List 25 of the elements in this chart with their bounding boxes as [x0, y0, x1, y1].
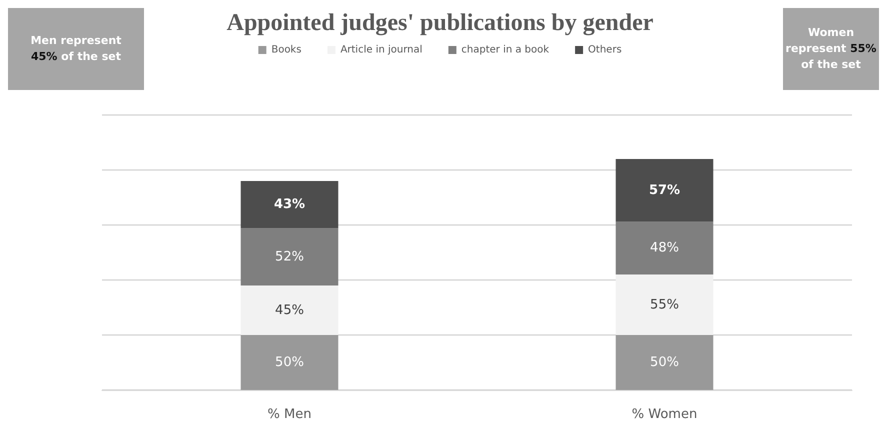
bar — [240, 286, 338, 335]
bar — [616, 274, 714, 335]
x-tick-label: % Women — [632, 407, 698, 422]
bar — [616, 335, 714, 390]
bar — [616, 159, 714, 222]
data-label: 52% — [275, 249, 304, 264]
text: Men represent 45% of the set — [30, 33, 122, 65]
data-label: 45% — [275, 302, 304, 318]
data-label: 43% — [274, 197, 306, 212]
x-tick-label: % Men — [268, 407, 312, 422]
data-label: 50% — [275, 355, 304, 370]
legend-label: Books — [271, 44, 302, 56]
data-label: 55% — [650, 297, 679, 312]
data-label: 57% — [648, 182, 680, 198]
data-label: 50% — [650, 355, 679, 370]
legend-label: Others — [588, 44, 622, 56]
text: Women represent 55% of the set — [785, 25, 877, 73]
chart-title: Appointed judges' publications by gender — [226, 10, 654, 36]
data-label: 48% — [650, 240, 679, 256]
bar — [616, 222, 714, 274]
bar — [240, 228, 338, 286]
legend-label: chapter in a book — [461, 44, 550, 56]
bar — [240, 181, 338, 228]
bar — [240, 335, 338, 390]
legend-label: Article in journal — [340, 44, 422, 56]
